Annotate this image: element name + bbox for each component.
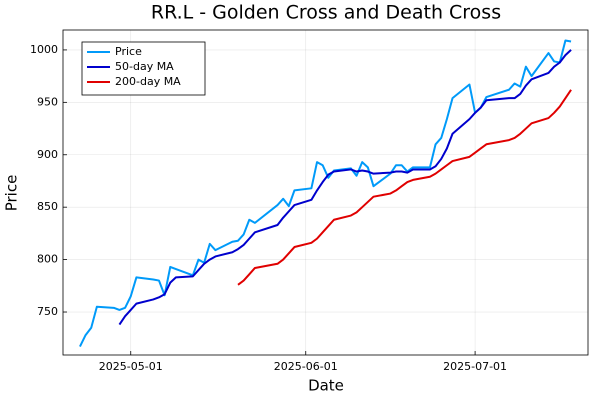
line (79, 39, 572, 348)
x-axis-label: Date (308, 377, 344, 395)
y-tick-label: 950 (37, 95, 58, 108)
x-tick-label: 2025-05-01 (99, 360, 163, 373)
legend-label: Price (115, 45, 142, 58)
line (237, 89, 572, 286)
chart-title: RR.L - Golden Cross and Death Cross (151, 2, 501, 24)
y-tick-label: 1000 (30, 43, 58, 56)
legend-label: 200-day MA (115, 75, 181, 88)
y-axis-label: Price (3, 175, 21, 212)
x-tick-label: 2025-07-01 (443, 360, 507, 373)
y-tick-label: 850 (37, 200, 58, 213)
y-tick-label: 800 (37, 253, 58, 266)
plot-frame (62, 29, 589, 356)
line (118, 49, 572, 326)
y-tick-label: 900 (37, 148, 58, 161)
x-tick-label: 2025-06-01 (274, 360, 338, 373)
legend-label: 50-day MA (115, 60, 174, 73)
legend-box (81, 41, 206, 96)
y-tick-label: 750 (37, 305, 58, 318)
